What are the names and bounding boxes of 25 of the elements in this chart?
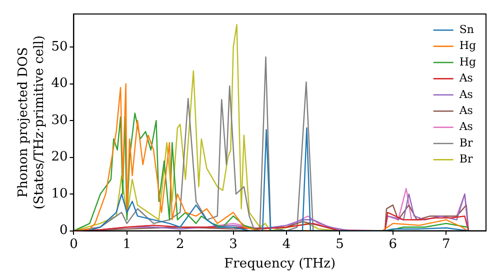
x-tick-label: 3 — [229, 236, 238, 252]
legend-label: Sn — [459, 22, 474, 36]
legend-label: Hg — [459, 39, 476, 52]
y-tick-label: 0 — [59, 223, 68, 238]
x-tick-label: 6 — [388, 236, 398, 252]
y-tick-label: 50 — [51, 39, 68, 54]
x-tick-label: 5 — [336, 236, 344, 252]
y-tick-label: 10 — [51, 186, 68, 202]
legend-label: As — [458, 88, 474, 101]
legend-label: Br — [459, 152, 474, 166]
legend-label: Br — [459, 136, 474, 150]
legend-label: Hg — [459, 55, 476, 68]
legend-label: As — [458, 120, 474, 134]
legend-label: As — [458, 104, 474, 117]
x-tick-label: 1 — [122, 236, 132, 252]
y-tick-label: 20 — [51, 150, 68, 165]
x-tick-label: 4 — [282, 236, 291, 252]
x-tick-label: 0 — [70, 236, 78, 252]
x-tick-label: 2 — [176, 236, 184, 252]
y-tick-label: 30 — [51, 112, 68, 128]
x-tick-label: 7 — [442, 236, 450, 252]
x-axis-title: Frequency (THz) — [224, 256, 336, 272]
legend-label: As — [458, 72, 474, 85]
y-axis-title: Phonon projected DOS (States/THz·primitive cell) — [16, 35, 47, 210]
y-tick-label: 40 — [51, 76, 68, 92]
